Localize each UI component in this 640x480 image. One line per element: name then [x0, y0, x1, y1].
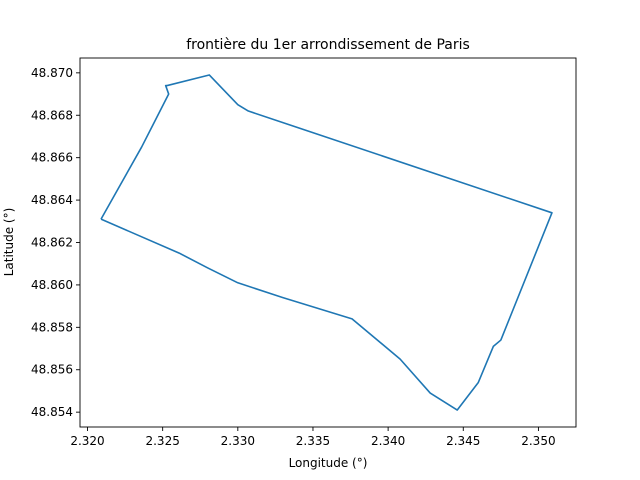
boundary-line [100, 74, 553, 411]
x-tick-label: 2.320 [70, 434, 104, 448]
y-tick-label: 48.856 [31, 363, 73, 377]
x-tick-label: 2.335 [296, 434, 330, 448]
x-tick-label: 2.325 [145, 434, 179, 448]
x-tick-label: 2.350 [521, 434, 555, 448]
y-tick-label: 48.870 [31, 66, 73, 80]
x-axis: 2.320 2.325 2.330 2.335 2.340 2.345 2.350 [70, 427, 556, 448]
y-tick-label: 48.862 [31, 236, 73, 250]
x-tick-label: 2.340 [371, 434, 405, 448]
y-tick-label: 48.858 [31, 320, 73, 334]
y-tick-label: 48.860 [31, 278, 73, 292]
y-axis: 48.854 48.856 48.858 48.860 48.862 48.864 48.8… [31, 66, 80, 419]
x-axis-label: Longitude (°) [289, 456, 368, 470]
y-tick-label: 48.864 [31, 193, 73, 207]
x-tick-label: 2.345 [446, 434, 480, 448]
y-tick-label: 48.868 [31, 108, 73, 122]
y-axis-label: Latitude (°) [2, 208, 16, 277]
chart-title: frontière du 1er arrondissement de Paris [186, 37, 470, 53]
x-tick-label: 2.330 [221, 434, 255, 448]
y-tick-label: 48.854 [31, 405, 73, 419]
y-tick-label: 48.866 [31, 151, 73, 165]
